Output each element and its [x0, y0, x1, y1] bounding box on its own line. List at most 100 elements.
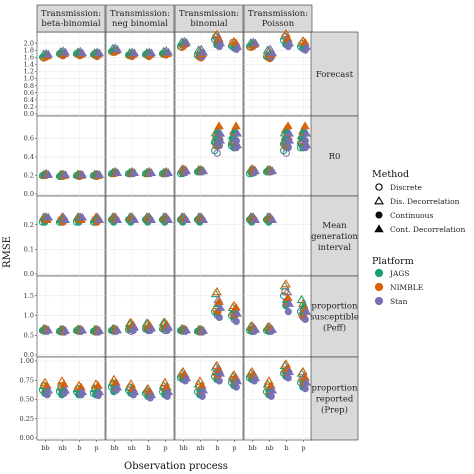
- data-point: [250, 215, 261, 223]
- panel: [105, 195, 175, 277]
- x-tick-label: nb: [127, 444, 135, 452]
- legend-platform-label: Stan: [390, 297, 408, 306]
- data-point: [77, 387, 88, 396]
- data-point: [129, 48, 140, 57]
- y-tick-label: 0.4: [24, 153, 34, 161]
- data-point: [215, 377, 223, 385]
- data-point: [267, 325, 278, 333]
- data-point: [232, 128, 243, 137]
- data-point: [146, 215, 157, 223]
- data-point: [163, 47, 174, 56]
- panel: [105, 115, 175, 197]
- data-point: [198, 215, 209, 223]
- data-point: [60, 47, 71, 56]
- data-point: [198, 47, 209, 56]
- y-tick-label: 1.4: [24, 61, 34, 69]
- data-point: [301, 137, 309, 145]
- column-strip-label: binomial: [190, 19, 228, 29]
- y-tick-label: 1.0: [24, 75, 34, 83]
- data-point: [231, 121, 241, 130]
- data-point: [60, 385, 71, 394]
- row-strip-label: generation: [311, 232, 358, 242]
- data-point: [181, 325, 192, 334]
- data-point: [375, 183, 383, 191]
- data-point: [94, 325, 105, 334]
- axes-layer: 0.00.20.40.60.81.01.21.41.61.82.00.00.20…: [20, 39, 306, 452]
- y-tick-label: 0.25: [20, 415, 34, 423]
- data-point: [212, 286, 222, 296]
- x-tick-label: b: [146, 444, 150, 452]
- data-point: [267, 392, 275, 400]
- panel: [105, 275, 175, 358]
- data-point: [43, 49, 54, 58]
- data-point: [232, 308, 243, 317]
- y-tick-label: 1.5: [24, 292, 34, 300]
- data-point: [43, 170, 54, 178]
- data-point: [94, 170, 105, 178]
- y-tick-label: 0.4: [24, 96, 34, 104]
- data-point: [94, 215, 105, 223]
- row-strip-label: interval: [318, 243, 352, 253]
- y-tick-label: 0.2: [24, 103, 34, 111]
- y-tick-label: 0.2: [24, 172, 34, 180]
- data-point: [215, 128, 226, 137]
- row-strip: [310, 195, 359, 277]
- data-point: [43, 325, 54, 334]
- data-point: [163, 168, 174, 176]
- data-point: [60, 170, 71, 178]
- data-point: [284, 374, 292, 382]
- legend-platform-swatch: [374, 268, 384, 278]
- column-strip-label: Transmission:: [179, 9, 239, 19]
- data-point: [374, 196, 384, 205]
- data-point: [301, 377, 312, 386]
- data-point: [375, 211, 383, 219]
- data-point: [231, 303, 241, 311]
- data-point: [301, 128, 312, 137]
- data-point: [60, 215, 71, 223]
- data-point: [60, 325, 71, 334]
- y-tick-label: 0.75: [20, 376, 34, 384]
- x-tick-label: nb: [196, 444, 204, 452]
- panel: [174, 195, 244, 277]
- y-tick-label: 0.6: [24, 89, 34, 97]
- data-point: [146, 323, 157, 332]
- data-point: [284, 128, 295, 137]
- data-point: [283, 121, 293, 130]
- legend-platform-label: NIMBLE: [390, 283, 423, 292]
- row-strip-label: Forecast: [316, 70, 354, 80]
- y-tick-label: 0.00: [20, 434, 34, 442]
- column-strip-label: Transmission:: [248, 9, 308, 19]
- data-point: [250, 324, 261, 333]
- x-tick-label: bb: [41, 444, 49, 452]
- panel: [174, 356, 244, 441]
- x-tick-label: p: [163, 444, 167, 452]
- data-point: [301, 307, 312, 315]
- data-point: [214, 121, 224, 130]
- data-point: [77, 212, 88, 221]
- legend-platform-title: Platform: [372, 256, 414, 267]
- data-point: [198, 166, 209, 175]
- row-strip-label: (Prep): [321, 405, 348, 416]
- row-strip-label: reported: [316, 395, 354, 405]
- data-point: [232, 376, 243, 385]
- points-layer: [38, 29, 312, 402]
- panel: [36, 195, 106, 277]
- y-tick-label: 0.6: [24, 135, 34, 143]
- y-tick-label: 0.5: [24, 331, 34, 339]
- data-point: [163, 387, 174, 396]
- legend-platform-swatch: [374, 282, 384, 292]
- y-tick-label: 1.0: [24, 312, 34, 320]
- x-tick-label: nb: [58, 444, 66, 452]
- data-point: [112, 44, 123, 53]
- data-point: [301, 385, 309, 393]
- row-strip-label: (Peff): [323, 323, 346, 334]
- data-point: [129, 168, 140, 176]
- column-strip-label: neg binomial: [112, 19, 168, 29]
- legend: Method Discrete Dis. Decorrelation Continuo…: [372, 169, 465, 306]
- y-tick-label: 0.0: [24, 351, 34, 359]
- y-tick-label: 0.0: [24, 110, 34, 118]
- data-point: [195, 376, 205, 385]
- data-point: [284, 137, 292, 145]
- data-point: [129, 215, 140, 223]
- data-point: [181, 215, 192, 223]
